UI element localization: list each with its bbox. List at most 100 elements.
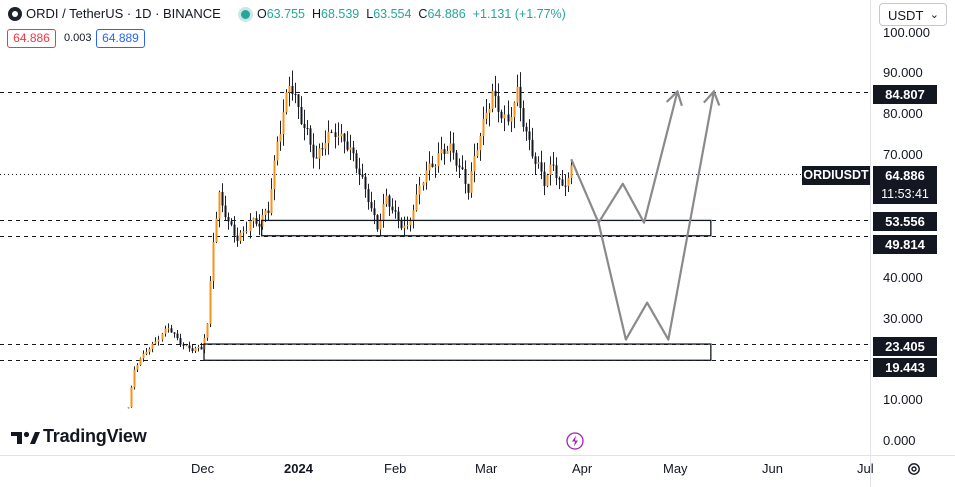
candle-body <box>330 131 333 133</box>
candle-body <box>470 171 473 193</box>
price-tick: 80.000 <box>883 106 923 121</box>
candle-body <box>403 225 406 229</box>
candle-body <box>412 210 415 221</box>
tradingview-logo-icon <box>11 431 40 444</box>
candle-body <box>176 333 179 339</box>
candle-body <box>215 218 218 242</box>
zones <box>203 219 712 361</box>
candle-body <box>197 346 200 349</box>
candle-body <box>555 165 558 179</box>
candle-body <box>358 168 361 175</box>
candle-body <box>282 112 285 135</box>
chevron-down-icon: ⌄ <box>929 9 939 21</box>
candle-body <box>422 182 425 186</box>
candle-body <box>191 348 194 351</box>
candle-body <box>537 162 540 164</box>
candle-body <box>415 194 418 211</box>
candle-body <box>318 148 321 159</box>
zone1-bottom-tag: 49.814 <box>873 235 937 254</box>
candle-body <box>312 144 315 158</box>
candle-body <box>564 185 567 187</box>
candle-body <box>513 102 516 118</box>
candle-body <box>367 189 370 203</box>
candle-body <box>164 328 167 334</box>
candle-body <box>173 332 176 334</box>
candle-body <box>391 206 394 211</box>
high-label: H <box>311 7 321 21</box>
candle-body <box>418 185 421 195</box>
candle-body <box>227 217 230 222</box>
candle-body <box>497 96 500 112</box>
candles <box>127 70 573 409</box>
candle-body <box>440 149 443 154</box>
currency-select[interactable]: USDT ⌄ <box>879 3 947 26</box>
candle-body <box>491 90 494 109</box>
projection-arrowhead <box>703 89 721 106</box>
candle-body <box>276 141 279 161</box>
time-label: 2024 <box>284 461 313 476</box>
candle-body <box>288 85 291 93</box>
candle-body <box>446 150 449 154</box>
price-tick: 10.000 <box>883 392 923 407</box>
open-value: 63.755 <box>266 7 305 21</box>
buy-button[interactable]: 64.889 <box>96 29 145 48</box>
tradingview-logo[interactable]: TradingView <box>10 424 147 448</box>
close-value: 64.886 <box>427 7 466 21</box>
time-label: Jul <box>857 461 874 476</box>
candle-body <box>570 165 573 178</box>
candle-body <box>291 85 294 95</box>
settings-gear-icon[interactable] <box>906 461 922 477</box>
candle-body <box>161 333 164 340</box>
candle-body <box>327 131 330 144</box>
candle-body <box>236 235 239 241</box>
candle-body <box>370 202 373 209</box>
zone-box <box>203 343 712 361</box>
candle-body <box>500 111 503 119</box>
last-price-tag: 64.886 <box>873 166 937 185</box>
candle-body <box>373 208 376 216</box>
symbol-title[interactable]: ORDI / TetherUS · 1D · BINANCE <box>26 6 221 21</box>
candle-body <box>300 106 303 124</box>
candle-body <box>297 94 300 107</box>
candle-body <box>337 136 340 138</box>
price-tick: 100.000 <box>883 25 930 40</box>
time-label: Feb <box>384 461 407 476</box>
candle-body <box>540 162 543 172</box>
chart-header: ORDI / TetherUS · 1D · BINANCE O63.755 H6… <box>0 0 870 28</box>
candle-body <box>230 221 233 225</box>
candle-body <box>567 177 570 187</box>
projection-paths <box>570 89 721 341</box>
candle-body <box>324 143 327 149</box>
horizontal-lines <box>0 92 870 361</box>
candle-body <box>167 328 170 330</box>
candle-body <box>543 171 546 186</box>
candle-body <box>452 143 455 153</box>
candle-body <box>258 223 261 227</box>
candle-body <box>309 128 312 145</box>
candle-body <box>148 348 151 352</box>
candle-body <box>321 148 324 150</box>
high-value: 68.539 <box>321 7 360 21</box>
sell-button[interactable]: 64.886 <box>7 29 56 48</box>
candle-body <box>476 150 479 157</box>
zone2-bottom-tag: 19.443 <box>873 358 937 377</box>
candle-body <box>294 94 297 96</box>
zone2-top-tag: 23.405 <box>873 337 937 356</box>
candle-body <box>382 204 385 221</box>
change-value: +1.131 (+1.77%) <box>472 7 566 21</box>
candle-body <box>346 141 349 150</box>
candle-body <box>534 156 537 164</box>
lightning-bolt-icon[interactable] <box>566 432 584 450</box>
candle-body <box>455 152 458 166</box>
candle-body <box>488 108 491 113</box>
candle-body <box>522 108 525 127</box>
candle-body <box>182 344 185 346</box>
candle-body <box>157 339 160 342</box>
candle-body <box>558 178 561 180</box>
candle-body <box>303 123 306 129</box>
candle-body <box>510 117 513 122</box>
candle-body <box>252 218 255 221</box>
projection-path <box>597 91 715 341</box>
